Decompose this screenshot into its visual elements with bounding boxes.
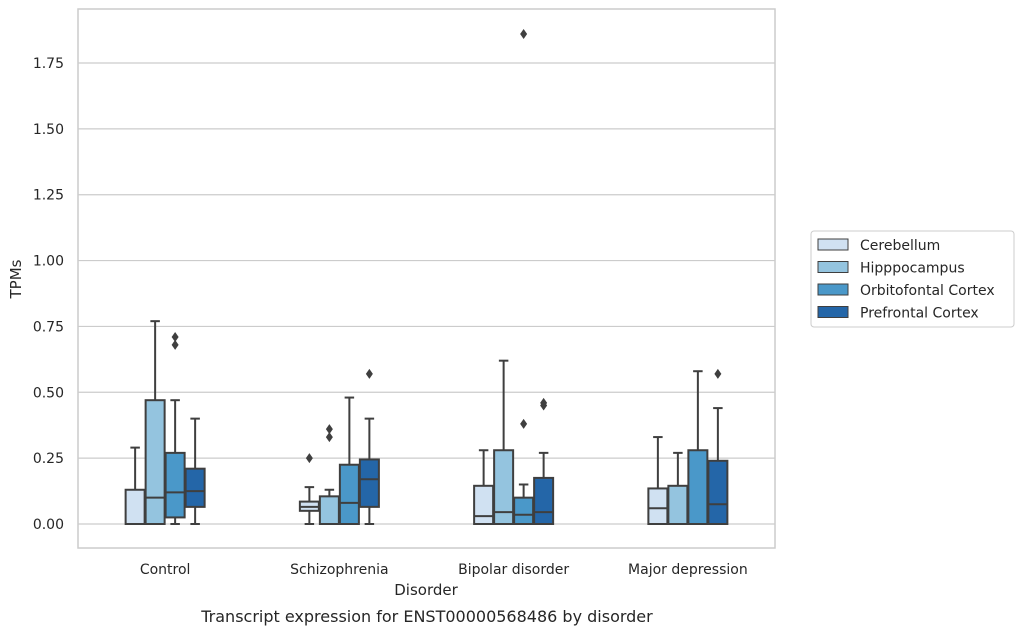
boxplot [184, 417, 206, 525]
legend-label: Cerebellum [860, 238, 940, 254]
box [647, 487, 669, 525]
outlier-point [714, 368, 722, 379]
y-tick-label: 0.75 [33, 319, 64, 335]
y-tick-labels: 0.00 0.25 0.50 0.75 1.00 1.25 1.50 1.75 [33, 56, 64, 533]
y-tick-label: 0.00 [33, 517, 64, 533]
outlier-point [171, 331, 179, 342]
x-axis-title: Disorder [394, 581, 458, 599]
legend-label: Prefrontal Cortex [860, 306, 979, 322]
outlier-point [305, 453, 313, 464]
y-tick-label: 1.25 [33, 188, 64, 204]
boxplot [164, 331, 186, 525]
legend-label: Orbitofontal Cortex [860, 283, 995, 299]
box [184, 467, 206, 508]
boxplot [298, 453, 320, 525]
box [493, 449, 515, 525]
outlier-point [325, 424, 333, 435]
outlier-point [520, 418, 528, 429]
outlier-point [520, 29, 528, 40]
box [164, 451, 186, 519]
y-axis-title: TPMs [7, 259, 25, 299]
outlier-point [540, 397, 548, 408]
legend-frame [810, 230, 1015, 328]
outlier-point [171, 339, 179, 350]
x-tick-label: Major depression [628, 562, 748, 578]
x-tick-label: Schizophrenia [290, 562, 388, 578]
boxplot [513, 29, 535, 525]
boxplot [318, 424, 340, 525]
legend-swatch [817, 238, 849, 251]
legend-swatch [817, 261, 849, 273]
box [124, 488, 146, 525]
box [358, 458, 380, 508]
boxplot [707, 368, 729, 525]
x-tick-label: Bipolar disorder [458, 562, 569, 578]
y-tick-label: 1.75 [33, 56, 64, 72]
y-tick-label: 1.50 [33, 122, 64, 138]
outlier-point [365, 368, 373, 379]
box [338, 463, 360, 526]
box [473, 484, 495, 525]
boxplot [124, 446, 146, 525]
box [667, 484, 689, 525]
boxplot [533, 397, 555, 525]
boxplot [358, 368, 380, 525]
box [144, 399, 166, 525]
plot-frame [77, 8, 776, 549]
boxplot [493, 359, 515, 525]
y-tick-label: 0.25 [33, 451, 64, 467]
box [318, 495, 340, 525]
boxplots [124, 29, 729, 526]
x-tick-labels: Control Schizophrenia Bipolar disorder Majo… [140, 562, 748, 578]
legend-label: Hipppocampus [860, 261, 965, 277]
x-tick-label: Control [140, 562, 191, 578]
box [687, 449, 709, 525]
box [533, 476, 555, 525]
legend-swatch [817, 283, 849, 296]
legend: Cerebellum Hipppocampus Orbitofontal Corte… [810, 230, 1015, 328]
outlier-point [325, 432, 333, 443]
boxplot [687, 370, 709, 525]
y-tick-label: 0.50 [33, 385, 64, 401]
y-tick-label: 1.00 [33, 254, 64, 270]
box [707, 459, 729, 525]
figure-caption: Transcript expression for ENST0000056848… [200, 607, 653, 626]
legend-swatch [817, 306, 849, 318]
box [513, 496, 535, 525]
